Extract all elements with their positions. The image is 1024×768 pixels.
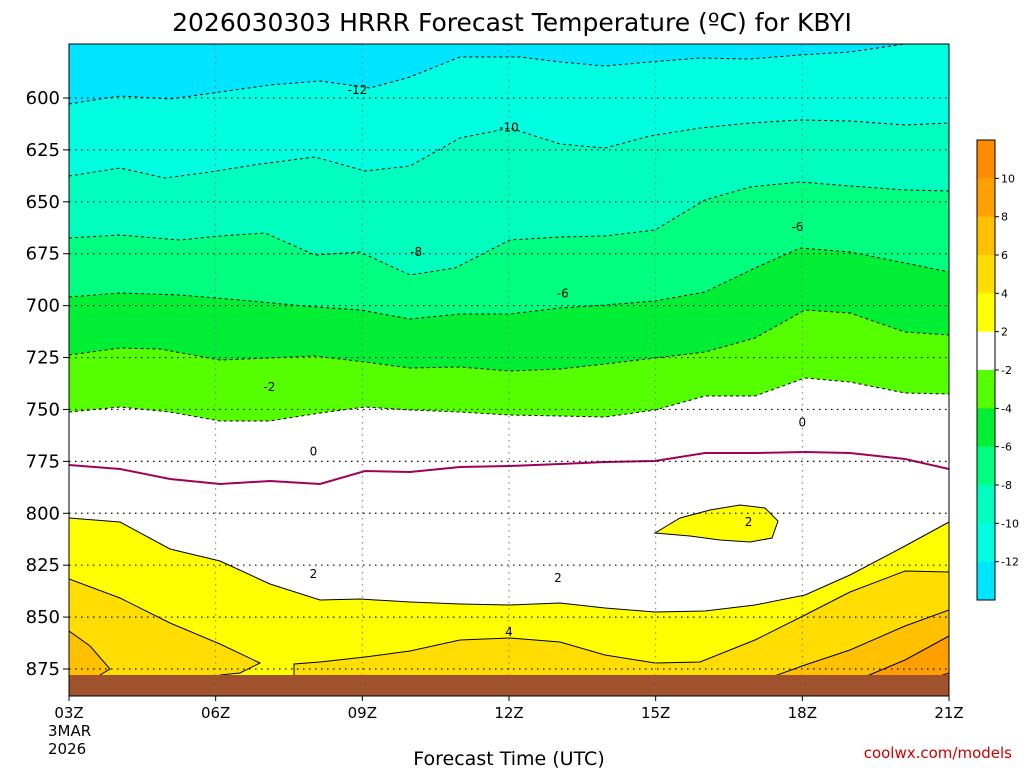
colorbar-label: 10 [1001, 172, 1015, 185]
band-plus-4 [69, 571, 949, 696]
x-axis-title: Forecast Time (UTC) [413, 748, 604, 768]
x-tick-label: 21Z [934, 704, 963, 722]
contour-minus-12 [69, 44, 906, 105]
y-tick-label: 700 [26, 296, 60, 317]
y-axis: 600 625 650 675 700 725 750 775 800 825 850 875 [26, 88, 69, 680]
contour-label: -12 [348, 83, 368, 97]
colorbar-label: 4 [1001, 287, 1008, 300]
y-tick-label: 825 [26, 555, 60, 576]
contour-zero [69, 450, 949, 486]
y-tick-label: 850 [26, 607, 60, 628]
colorbar-swatch [977, 485, 995, 524]
colorbar-label: 8 [1001, 211, 1008, 224]
colorbar-label: -12 [1001, 556, 1019, 569]
contour-label: 2 [554, 571, 562, 585]
contour-minus-8 [69, 181, 949, 276]
colorbar-label: 6 [1001, 249, 1008, 262]
contour-labels: -12 -10 -8 -6 -6 -2 0 0 2 2 2 4 [263, 83, 806, 639]
contour-plus-2-island [653, 504, 779, 543]
grid-lines [69, 44, 949, 696]
contour-plus-4 [69, 570, 949, 676]
x-tick-label: 15Z [641, 704, 670, 722]
colorbar-swatch [977, 178, 995, 217]
x-tick-label: 09Z [348, 704, 377, 722]
colorbar-swatch [977, 370, 995, 409]
x-tick-label: 06Z [201, 704, 230, 722]
y-tick-label: 600 [26, 88, 60, 109]
contour-label: 4 [505, 625, 513, 639]
plot-area: -12 -10 -8 -6 -6 -2 0 0 2 2 2 4 [69, 44, 949, 696]
colorbar-swatch [977, 255, 995, 294]
contour-label: 0 [310, 444, 318, 458]
colorbar-swatch [977, 216, 995, 256]
contour-lines [69, 44, 949, 696]
contour-label: 0 [799, 415, 807, 429]
colorbar-swatch [977, 446, 995, 486]
ground-terrain [69, 675, 949, 696]
x-tick-label: 03Z [54, 704, 83, 722]
contour-plus-6 [69, 609, 949, 684]
chart-title: 2026030303 HRRR Forecast Temperature (ºC… [172, 8, 852, 37]
colorbar-swatch [977, 561, 995, 601]
contour-label: -6 [791, 220, 803, 234]
x-tick-label: 12Z [494, 704, 523, 722]
colorbar-label: -8 [1001, 479, 1012, 492]
y-tick-label: 625 [26, 140, 60, 161]
colorbar-label: -6 [1001, 441, 1012, 454]
colorbar-swatch [977, 331, 995, 371]
credit-link[interactable]: coolwx.com/models [864, 744, 1012, 762]
colorbar-swatch [977, 523, 995, 562]
colorbar-swatch [977, 293, 995, 332]
x-axis: 03Z 06Z 09Z 12Z 15Z 18Z 21Z [54, 696, 964, 722]
colorbar: 10 8 6 4 2 -2 -4 -6 -8 -10 -12 [976, 139, 1019, 601]
contour-label: 2 [745, 515, 753, 529]
y-tick-label: 750 [26, 399, 60, 420]
colorbar-swatch [977, 408, 995, 447]
y-tick-label: 725 [26, 348, 60, 369]
x-date-label-day: 3MAR [48, 722, 91, 740]
band-plus-2-island [655, 505, 778, 542]
contour-minus-4 [69, 309, 949, 372]
colorbar-label: -2 [1001, 364, 1012, 377]
contour-label: -6 [557, 287, 569, 301]
x-tick-label: 18Z [788, 704, 817, 722]
colorbar-label: -10 [1001, 517, 1019, 530]
contour-label: 2 [310, 567, 318, 581]
contour-minus-6 [69, 247, 949, 320]
y-tick-label: 675 [26, 244, 60, 265]
y-tick-label: 650 [26, 192, 60, 213]
contour-minus-2 [69, 377, 949, 422]
contour-label: -2 [263, 380, 275, 394]
colorbar-label: -4 [1001, 402, 1012, 415]
contour-label: -8 [410, 245, 422, 259]
colorbar-label: 2 [1001, 326, 1008, 339]
colorbar-swatch [977, 140, 995, 179]
y-tick-label: 775 [26, 451, 60, 472]
contour-label: -10 [499, 121, 519, 135]
y-tick-label: 800 [26, 503, 60, 524]
contour-plus-2 [69, 517, 949, 613]
y-tick-label: 875 [26, 659, 60, 680]
x-date-label-year: 2026 [48, 740, 86, 758]
